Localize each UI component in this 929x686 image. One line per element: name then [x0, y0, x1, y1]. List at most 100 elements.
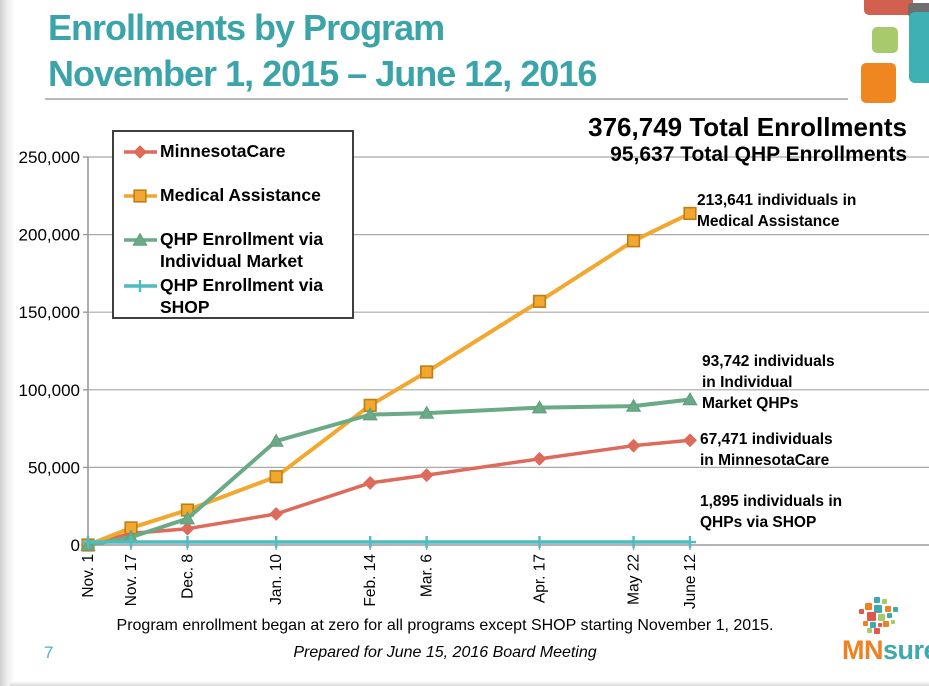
y-axis-label: 50,000 — [28, 458, 80, 477]
data-point-marker — [532, 294, 547, 308]
series-medical-assistance — [81, 206, 697, 552]
mnsure-logo-text: MNsure — [842, 635, 929, 666]
data-point-marker — [269, 507, 284, 521]
data-point-marker — [134, 280, 146, 292]
logo-mosaic-tile — [874, 605, 882, 613]
data-point-marker — [82, 536, 94, 549]
totals-block: 376,749 Total Enrollments 95,637 Total Q… — [588, 112, 907, 168]
data-point-marker — [532, 451, 547, 466]
data-point-marker — [268, 433, 284, 447]
mnsure-logo: MNsure — [842, 597, 929, 672]
series-line — [87, 438, 691, 547]
data-point-marker — [683, 206, 697, 221]
data-point-marker — [626, 438, 641, 453]
data-point-marker — [363, 476, 378, 490]
logo-mosaic-tile — [870, 622, 876, 628]
chart-annotation: 67,471 individuals in MinnesotaCare — [700, 431, 833, 469]
x-axis-label: Nov. 1 — [80, 554, 97, 598]
data-point-marker — [625, 398, 642, 412]
legend-item: QHP Enrollment via Individual Market — [122, 228, 348, 272]
x-axis-label: June 12 — [682, 554, 699, 609]
legend-label: QHP Enrollment via SHOP — [160, 275, 324, 317]
data-point-marker — [418, 405, 435, 419]
y-axis-label: 150,000 — [19, 303, 80, 322]
x-axis-label: May 22 — [626, 554, 643, 605]
series-qhp-enrollment-via-individual-market — [80, 392, 698, 551]
logo-mosaic-tile — [867, 612, 876, 621]
logo-mosaic-tile — [867, 628, 872, 633]
legend-label: MinnesotaCare — [160, 141, 286, 161]
data-point-marker — [626, 234, 641, 248]
x-axis-label: Mar. 6 — [419, 554, 436, 597]
data-point-marker — [420, 365, 434, 379]
decor-red-bar — [864, 0, 913, 15]
x-axis-label: Dec. 8 — [179, 554, 196, 599]
data-point-marker — [684, 536, 696, 549]
data-point-marker — [420, 536, 433, 549]
data-point-marker — [362, 407, 378, 421]
data-point-marker — [133, 145, 147, 159]
decor-green-square — [872, 27, 898, 53]
logo-mosaic-tile — [885, 606, 891, 612]
footer-note: Program enrollment began at zero for all… — [116, 617, 774, 634]
legend-item: QHP Enrollment via SHOP — [122, 274, 348, 318]
y-axis-label: 250,000 — [19, 148, 80, 167]
data-point-marker — [533, 536, 546, 549]
mnsure-logo-mosaic-icon — [859, 597, 898, 634]
data-point-marker — [364, 536, 377, 549]
data-point-marker — [270, 536, 283, 549]
data-point-marker — [133, 189, 147, 203]
logo-mosaic-tile — [874, 628, 880, 634]
decor-orange-square — [861, 63, 896, 103]
series-minnesotacare — [81, 433, 697, 552]
page-title-line1: Enrollments by Program — [48, 7, 445, 48]
square-legend-marker-icon — [124, 189, 157, 203]
enrollment-chart: 0 50,000 100,000 150,000 200,000 250,000 Nov. … — [19, 148, 929, 609]
legend-label: QHP Enrollment via Individual Market — [160, 229, 324, 271]
data-point-marker — [627, 536, 640, 549]
data-point-marker — [269, 470, 283, 484]
y-axis-label: 200,000 — [19, 226, 80, 245]
decor-teal-bar — [909, 12, 929, 83]
title-divider — [45, 98, 848, 100]
total-enrollments: 376,749 Total Enrollments — [588, 112, 907, 142]
logo-mosaic-tile — [878, 623, 882, 627]
logo-mosaic-tile — [874, 597, 880, 603]
slide-left-shadow — [0, 0, 15, 686]
x-axis-label: Nov. 17 — [123, 554, 140, 606]
x-axis-label: Apr. 17 — [532, 554, 549, 603]
logo-mosaic-tile — [865, 603, 872, 610]
logo-mosaic-tile — [863, 621, 868, 626]
logo-mosaic-tile — [883, 621, 889, 627]
chart-annotation: 93,742 individuals in Individual Market … — [702, 353, 835, 412]
data-point-marker — [180, 521, 195, 536]
legend-item: Medical Assistance — [122, 184, 348, 206]
logo-mosaic-tile — [878, 614, 885, 621]
chart-annotation: 213,641 individuals in Medical Assistanc… — [697, 192, 857, 230]
series-line — [87, 397, 691, 547]
logo-mosaic-tile — [882, 599, 887, 604]
logo-sure: sure — [883, 635, 929, 665]
data-point-marker — [179, 511, 196, 525]
data-point-marker — [419, 468, 434, 483]
x-axis-label: Jan. 10 — [268, 554, 285, 605]
logo-mosaic-tile — [891, 620, 895, 624]
series-qhp-enrollment-via-shop — [82, 536, 696, 549]
page-title: Enrollments by Program November 1, 2015 … — [48, 5, 597, 97]
diamond-legend-marker-icon — [124, 145, 157, 159]
x-axis-label: Feb. 14 — [362, 554, 379, 607]
logo-mosaic-tile — [859, 609, 864, 614]
data-point-marker — [125, 536, 137, 549]
logo-mosaic-tile — [893, 607, 898, 612]
triangle-legend-marker-icon — [124, 232, 157, 246]
slide-bottom-shadow — [10, 681, 929, 686]
chart-annotation: 1,895 individuals in QHPs via SHOP — [700, 493, 843, 531]
plus-legend-marker-icon — [124, 280, 157, 292]
page-number: 7 — [44, 643, 54, 662]
chart-legend: MinnesotaCare Medical Assistance QHP Enrol… — [112, 130, 354, 319]
data-point-marker — [531, 400, 548, 414]
data-point-marker — [132, 232, 148, 246]
logo-mn: MN — [842, 635, 884, 665]
data-point-marker — [181, 536, 194, 549]
y-axis-label: 0 — [71, 536, 80, 555]
